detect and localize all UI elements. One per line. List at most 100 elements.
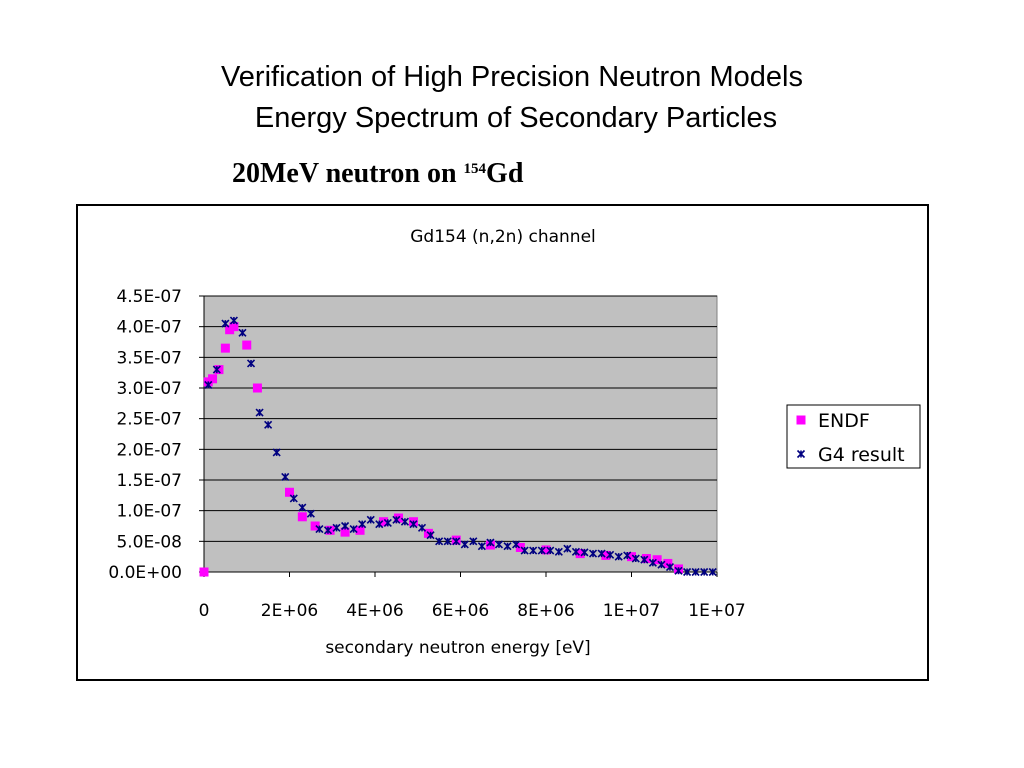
marker [400,517,409,526]
marker [246,359,256,368]
subtitle-text: 20MeV neutron on [232,158,464,189]
marker [588,549,598,558]
y-tick-label: 1.0E-07 [116,502,182,522]
legend-box [786,404,921,469]
marker [486,538,495,547]
marker [657,560,666,569]
y-tick-label: 1.5E-07 [116,471,182,491]
marker [199,567,209,577]
marker [409,520,418,529]
marker [315,525,324,534]
y-tick-label: 4.0E-07 [116,318,182,338]
x-tick-label: 1E+07 [688,601,745,621]
slide-title: Energy Spectrum of Secondary Particles [255,102,777,134]
marker [208,374,218,384]
marker [691,567,700,577]
marker [252,383,262,393]
marker [708,567,717,577]
marker [264,420,273,429]
marker [306,509,315,518]
marker [512,540,521,549]
marker [563,544,572,553]
marker [379,517,389,527]
marker [204,380,213,389]
x-tick-label: 6E+06 [432,601,489,621]
marker [537,546,546,555]
marker [541,545,551,555]
x-tick-label: 2E+06 [261,601,318,621]
marker [460,540,469,549]
marker [580,548,589,557]
marker [340,527,350,537]
marker [606,550,615,559]
y-tick-label: 3.0E-07 [116,379,182,399]
marker [355,525,365,535]
marker [310,521,320,531]
marker [220,343,230,353]
marker [796,449,806,459]
marker [298,503,307,512]
y-tick-label: 2.0E-07 [116,440,182,460]
marker [238,328,247,337]
marker [383,518,392,527]
marker [332,523,341,532]
slide-subtitle: 20MeV neutron on 154Gd [232,158,524,189]
marker [349,525,358,534]
marker [601,550,611,560]
marker [614,552,623,561]
marker [221,319,230,328]
marker [546,546,555,555]
marker [700,567,709,577]
marker [652,555,662,565]
marker [242,340,252,350]
marker [323,526,333,535]
marker [443,537,452,546]
x-tick-label: 1E+07 [603,601,660,621]
marker [665,563,675,572]
x-axis-label: secondary neutron energy [eV] [325,638,590,658]
legend-label: ENDF [818,410,870,432]
y-tick-label: 0.0E+00 [108,563,182,583]
marker [214,365,224,375]
subtitle-text: Gd [486,158,524,189]
x-tick-label: 0 [199,601,210,621]
y-tick-label: 2.5E-07 [116,410,182,430]
subtitle-superscript: 154 [464,161,487,177]
marker [289,494,298,503]
marker [435,537,444,546]
y-tick-label: 5.0E-08 [116,532,182,552]
marker [520,546,529,555]
marker [229,322,239,332]
marker [663,558,673,568]
marker [341,521,350,531]
marker [640,555,649,564]
marker [392,515,401,524]
marker [627,552,636,562]
marker [674,566,683,575]
y-tick-label: 4.5E-07 [116,287,182,307]
marker [285,487,294,497]
marker [529,546,538,555]
marker [366,515,375,524]
marker [796,415,806,425]
y-tick-label: 3.5E-07 [116,348,182,368]
marker [477,542,486,551]
marker [469,537,478,546]
marker [255,408,264,417]
marker [375,520,384,529]
marker [683,567,692,577]
marker [494,540,504,549]
marker [648,558,657,567]
marker [503,542,512,551]
chart-title: Gd154 (n,2n) channel [410,227,596,247]
marker [272,448,281,457]
plot-area [203,295,718,573]
slide-title: Verification of High Precision Neutron M… [221,61,803,93]
marker [575,549,585,559]
marker [452,537,461,546]
marker [623,551,632,560]
legend-label: G4 result [818,444,905,466]
marker [571,547,580,556]
marker [281,472,290,481]
